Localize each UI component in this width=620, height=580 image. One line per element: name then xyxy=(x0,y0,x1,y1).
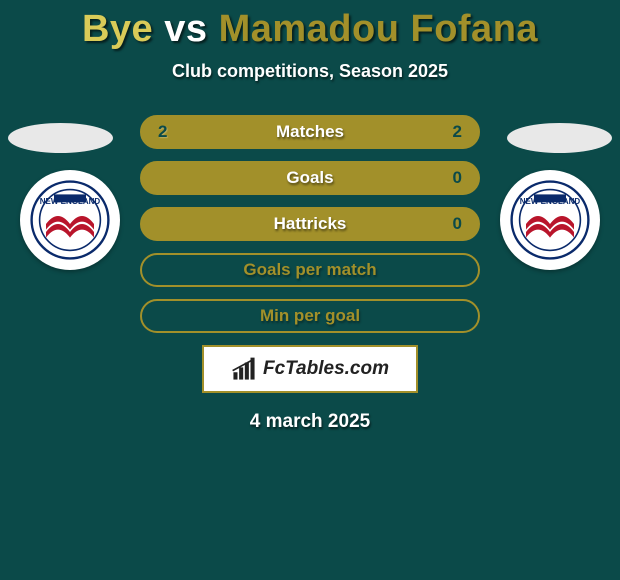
stat-rows-container: 2Matches2Goals0Hattricks0Goals per match… xyxy=(140,115,480,333)
stat-label: Goals per match xyxy=(198,260,422,280)
stat-row: Hattricks0 xyxy=(140,207,480,241)
stat-row: Goals per match xyxy=(140,253,480,287)
stat-right-value: 0 xyxy=(422,168,462,188)
stat-label: Goals xyxy=(198,168,422,188)
stat-label: Hattricks xyxy=(198,214,422,234)
club-crest-icon: NEW ENGLAND xyxy=(510,180,590,260)
svg-text:NEW ENGLAND: NEW ENGLAND xyxy=(520,197,581,206)
stat-right-value: 0 xyxy=(422,214,462,234)
brand-box: FcTables.com xyxy=(202,345,418,393)
stat-row: Min per goal xyxy=(140,299,480,333)
bar-chart-icon xyxy=(231,356,257,382)
svg-text:NEW ENGLAND: NEW ENGLAND xyxy=(40,197,101,206)
brand-text: FcTables.com xyxy=(263,358,389,380)
stat-right-value: 2 xyxy=(422,122,462,142)
comparison-title: Bye vs Mamadou Fofana xyxy=(0,0,620,51)
comparison-stage: NEW ENGLAND NEW ENGLAND 2Matches2Goals0H… xyxy=(0,115,620,433)
player2-club-badge: NEW ENGLAND xyxy=(500,170,600,270)
stat-row: Goals0 xyxy=(140,161,480,195)
stat-left-value: 2 xyxy=(158,122,198,142)
player1-name: Bye xyxy=(82,8,153,50)
subtitle: Club competitions, Season 2025 xyxy=(0,61,620,82)
club-crest-icon: NEW ENGLAND xyxy=(30,180,110,260)
vs-text: vs xyxy=(164,8,207,50)
date-text: 4 march 2025 xyxy=(0,411,620,433)
player1-club-badge: NEW ENGLAND xyxy=(20,170,120,270)
stat-row: 2Matches2 xyxy=(140,115,480,149)
player1-shadow-ellipse xyxy=(8,123,113,153)
stat-label: Matches xyxy=(198,122,422,142)
player2-shadow-ellipse xyxy=(507,123,612,153)
stat-label: Min per goal xyxy=(198,306,422,326)
player2-name: Mamadou Fofana xyxy=(219,8,538,50)
